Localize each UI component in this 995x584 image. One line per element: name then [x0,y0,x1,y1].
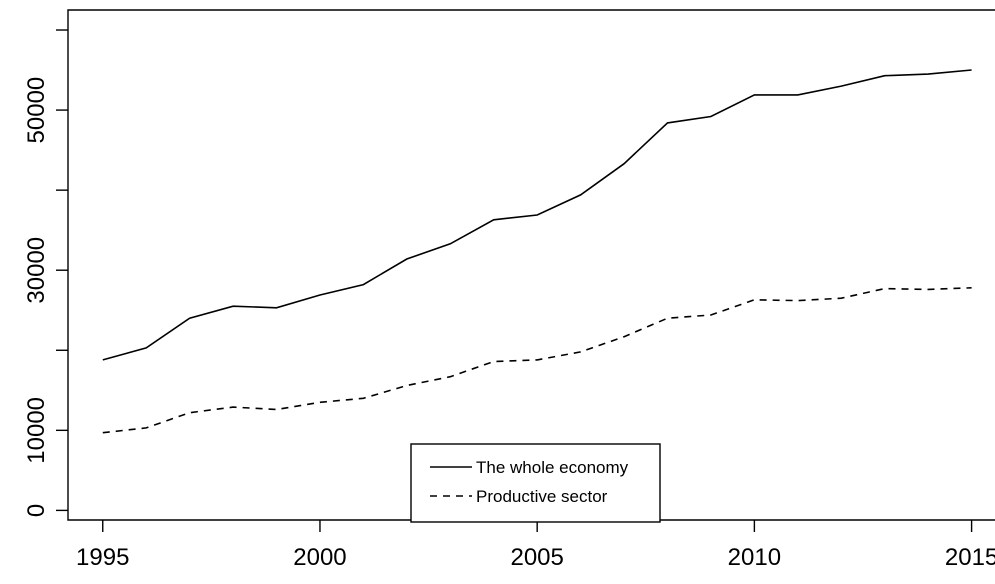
x-tick-label-2000: 2000 [293,544,346,571]
x-tick-label-1995: 1995 [76,544,129,571]
y-tick-label-30000: 30000 [23,237,50,304]
axes: 1995 2000 2005 2010 2015 0 10000 30000 50000 [23,9,995,571]
x-tick-label-2005: 2005 [510,544,563,571]
legend-box [410,443,661,523]
y-tick-label-0: 0 [23,504,50,517]
y-tick-label-50000: 50000 [23,77,50,144]
y-tick-label-10000: 10000 [23,397,50,464]
x-tick-label-2015: 2015 [945,544,995,571]
series-line-productive-sector [102,287,972,434]
series-line-whole-economy [102,69,972,361]
legend-label-whole-economy: The whole economy [476,458,629,477]
legend: The whole economy Productive sector [410,443,661,523]
series-lines [102,69,972,434]
x-tick-label-2010: 2010 [728,544,781,571]
legend-label-productive-sector: Productive sector [476,487,608,506]
